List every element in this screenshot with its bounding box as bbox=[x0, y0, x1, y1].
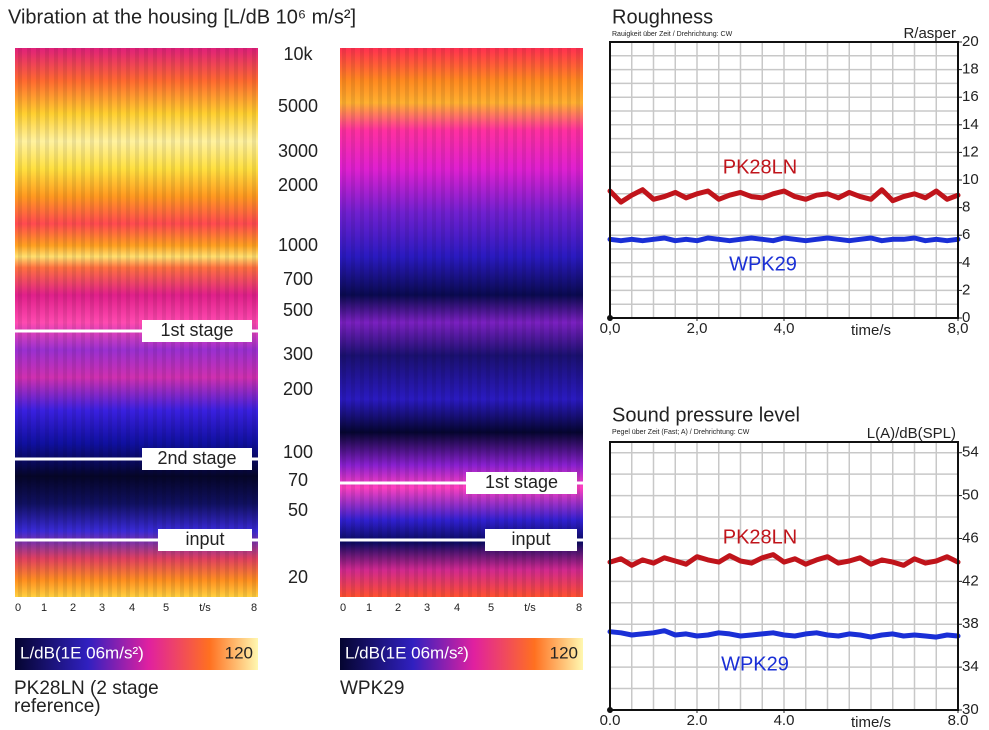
chart-subtitle: Rauigkeit über Zeit / Drehrichtung: CW bbox=[612, 31, 733, 38]
marker-label: input bbox=[185, 529, 224, 549]
marker-box bbox=[466, 472, 577, 494]
time-label: 2 bbox=[70, 602, 76, 614]
x-axis-label: time/s bbox=[851, 714, 891, 730]
title: Vibration at the housing [L/dB 10⁶ m/s²] bbox=[8, 6, 356, 28]
marker-label: input bbox=[511, 529, 550, 549]
time-label: 3 bbox=[424, 602, 430, 614]
time-label: 8 bbox=[251, 602, 257, 614]
frequency-label: 70 bbox=[288, 470, 308, 490]
chart-title: Roughness bbox=[612, 6, 713, 28]
marker-label: 1st stage bbox=[160, 320, 233, 340]
time-label: 5 bbox=[488, 602, 494, 614]
time-label: 0 bbox=[340, 602, 346, 614]
time-label: 2 bbox=[395, 602, 401, 614]
frequency-label: 1000 bbox=[278, 235, 318, 255]
marker-box bbox=[142, 320, 252, 342]
colorbar-label: L/dB(1E 06m/s²) bbox=[20, 643, 144, 662]
x-tick-label: 4.0 bbox=[774, 712, 795, 729]
series-label: PK28LN bbox=[723, 156, 798, 178]
caption: PK28LN (2 stage reference) bbox=[14, 678, 159, 717]
frequency-label: 200 bbox=[283, 379, 313, 399]
x-axis-label: time/s bbox=[851, 322, 891, 339]
time-label: 1 bbox=[41, 602, 47, 614]
time-label: 1 bbox=[366, 602, 372, 614]
frequency-label: 2000 bbox=[278, 175, 318, 195]
frequency-label: 5000 bbox=[278, 96, 318, 116]
colorbar-label: L/dB(1E 06m/s²) bbox=[345, 643, 469, 662]
y-tick-label: 12 bbox=[962, 143, 979, 160]
y-axis-label: R/asper bbox=[903, 25, 956, 42]
y-tick-label: 8 bbox=[962, 199, 970, 216]
frequency-label: 3000 bbox=[278, 141, 318, 161]
y-tick-label: 2 bbox=[962, 281, 970, 298]
time-label: 0 bbox=[15, 602, 21, 614]
y-tick-label: 0 bbox=[962, 309, 970, 326]
x-tick-label: 2.0 bbox=[687, 712, 708, 729]
plot-frame bbox=[609, 41, 959, 319]
time-label: 3 bbox=[99, 602, 105, 614]
y-tick-label: 50 bbox=[962, 487, 979, 504]
frequency-label: 10k bbox=[283, 44, 313, 64]
x-tick-label: 8,0 bbox=[948, 320, 969, 337]
caption: WPK29 bbox=[340, 678, 405, 699]
x-tick-label: 8.0 bbox=[948, 712, 969, 729]
texture bbox=[340, 48, 583, 597]
y-tick-label: 38 bbox=[962, 615, 979, 632]
time-label: t/s bbox=[524, 602, 536, 614]
frequency-label: 100 bbox=[283, 442, 313, 462]
chart-subtitle: Pegel über Zeit (Fast; A) / Drehrichtung… bbox=[612, 429, 750, 436]
line bbox=[607, 552, 961, 568]
series-label: PK28LN bbox=[723, 526, 798, 548]
origin-dot bbox=[607, 315, 613, 321]
colorbar bbox=[340, 638, 583, 670]
marker-box bbox=[485, 529, 577, 551]
y-tick-label: 18 bbox=[962, 61, 979, 78]
y-tick-label: 20 bbox=[962, 33, 979, 50]
series-label: WPK29 bbox=[729, 253, 797, 275]
origin-dot bbox=[607, 707, 613, 713]
line bbox=[607, 187, 961, 205]
plot-frame bbox=[609, 441, 959, 711]
marker-label: 2nd stage bbox=[157, 448, 236, 468]
time-label: 8 bbox=[576, 602, 582, 614]
y-tick-label: 30 bbox=[962, 701, 979, 718]
x-tick-label: 0.0 bbox=[600, 712, 621, 729]
time-label: 4 bbox=[129, 602, 135, 614]
time-label: t/s bbox=[199, 602, 211, 614]
time-label: 5 bbox=[163, 602, 169, 614]
y-tick-label: 4 bbox=[962, 254, 970, 271]
frequency-label: 20 bbox=[288, 567, 308, 587]
series-label: WPK29 bbox=[721, 653, 789, 675]
marker-box bbox=[158, 529, 252, 551]
y-tick-label: 34 bbox=[962, 658, 979, 675]
line bbox=[607, 628, 961, 640]
time-label: 4 bbox=[454, 602, 460, 614]
x-tick-label: 2,0 bbox=[687, 320, 708, 337]
chart-title: Sound pressure level bbox=[612, 404, 800, 426]
marker-label: 1st stage bbox=[485, 472, 558, 492]
frequency-label: 500 bbox=[283, 300, 313, 320]
marker-box bbox=[142, 448, 252, 470]
line bbox=[607, 235, 961, 244]
y-axis-label: L(A)/dB(SPL) bbox=[867, 425, 956, 442]
y-tick-label: 6 bbox=[962, 226, 970, 243]
y-tick-label: 16 bbox=[962, 88, 979, 105]
y-tick-label: 10 bbox=[962, 171, 979, 188]
y-tick-label: 42 bbox=[962, 572, 979, 589]
frequency-label: 300 bbox=[283, 344, 313, 364]
frequency-label: 50 bbox=[288, 500, 308, 520]
x-tick-label: 4,0 bbox=[774, 320, 795, 337]
colorbar-max: 120 bbox=[225, 643, 253, 662]
frequency-label: 700 bbox=[283, 269, 313, 289]
x-tick-label: 0,0 bbox=[600, 320, 621, 337]
colorbar-max: 120 bbox=[550, 643, 578, 662]
y-tick-label: 54 bbox=[962, 444, 979, 461]
y-tick-label: 14 bbox=[962, 116, 979, 133]
colorbar bbox=[15, 638, 258, 670]
y-tick-label: 46 bbox=[962, 529, 979, 546]
